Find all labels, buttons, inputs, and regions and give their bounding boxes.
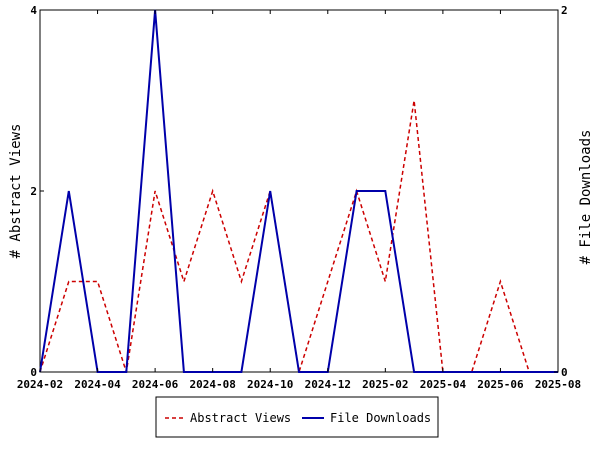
x-tick-label: 2025-04 [420, 378, 467, 391]
legend-box [155, 396, 439, 438]
y-tick-label-right: 2 [561, 4, 568, 17]
x-tick-label: 2024-10 [247, 378, 293, 391]
y-axis-title-right: # File Downloads [578, 130, 594, 265]
legend: Abstract Views File Downloads [155, 396, 439, 438]
x-tick-label: 2024-06 [132, 378, 179, 391]
plot-area [39, 9, 559, 373]
x-tick-label: 2025-06 [477, 378, 524, 391]
y-axis-title-left: # Abstract Views [8, 124, 24, 259]
x-tick-label: 2024-08 [189, 378, 235, 391]
x-tick-label: 2025-02 [362, 378, 408, 391]
x-tick-label: 2025-08 [535, 378, 581, 391]
x-tick-label: 2024-02 [17, 378, 63, 391]
series-line-file-downloads [39, 9, 558, 373]
x-tick-label: 2024-04 [74, 378, 121, 391]
legend-label-abstract-views: Abstract Views [190, 411, 291, 425]
x-tick-label: 2024-12 [305, 378, 351, 391]
y-tick-label-right: 0 [561, 366, 568, 379]
legend-label-file-downloads: File Downloads [330, 411, 431, 425]
y-tick-label-left: 4 [30, 4, 37, 17]
y-tick-label-left: 0 [30, 366, 37, 379]
y-tick-label-left: 2 [30, 185, 37, 198]
